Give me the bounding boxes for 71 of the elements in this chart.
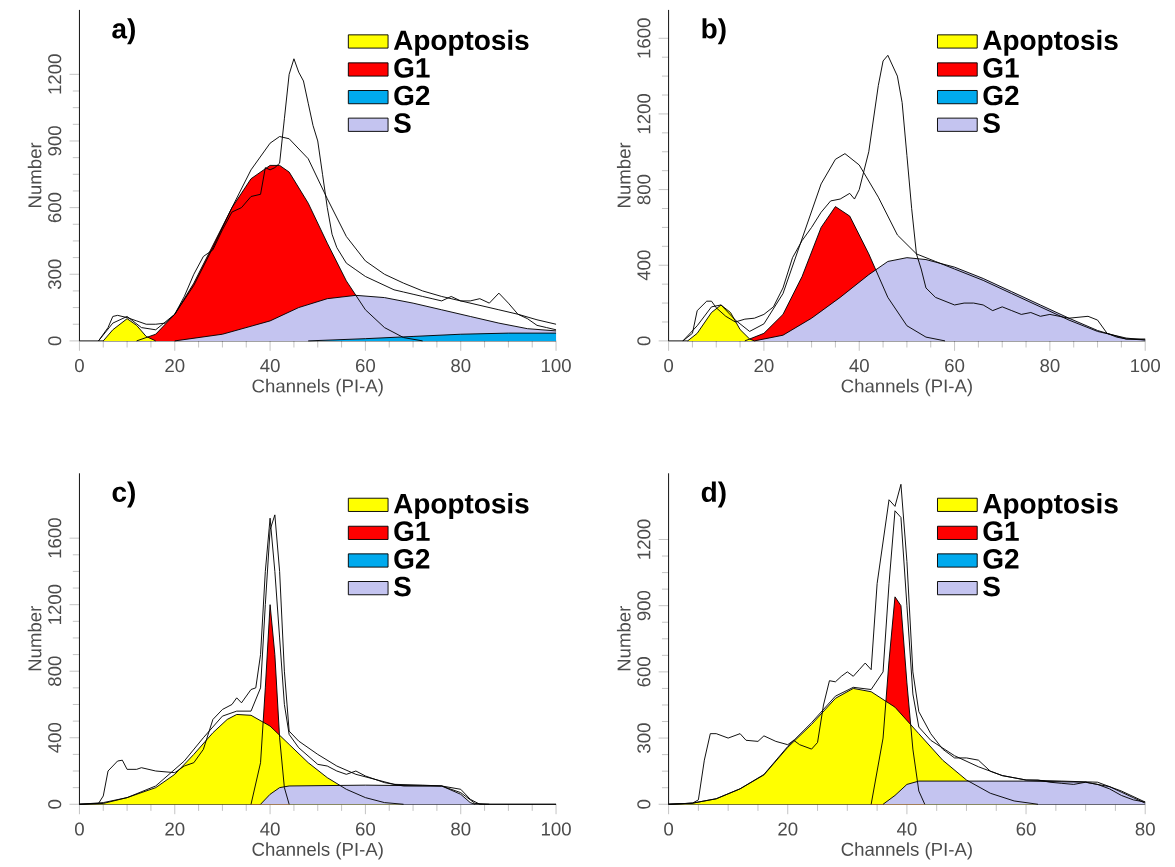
y-tick-label: 0 — [637, 799, 651, 809]
y-tick-label: 0 — [637, 336, 651, 346]
y-tick-label: 400 — [48, 722, 62, 753]
x-tick-label: 20 — [165, 822, 185, 836]
y-tick-label: 800 — [48, 656, 62, 686]
x-tick-label: 40 — [260, 358, 280, 373]
y-tick-label: 400 — [637, 250, 651, 281]
x-tick-label: 60 — [945, 358, 965, 373]
chart-title: b) — [702, 17, 726, 44]
legend-label: G2 — [394, 548, 430, 569]
legend-label: G1 — [983, 521, 1019, 541]
y-axis-title: Number — [616, 605, 631, 671]
x-tick-label: 0 — [664, 358, 674, 373]
x-tick-label: 20 — [778, 822, 798, 836]
x-tick-label: 40 — [260, 822, 280, 836]
y-tick-label: 600 — [637, 656, 651, 687]
x-tick-label: 60 — [356, 822, 376, 836]
x-axis-title: Channels (PI-A) — [841, 378, 972, 397]
legend-label: Apoptosis — [393, 29, 529, 56]
y-tick-label: 1600 — [637, 18, 651, 58]
x-tick-label: 100 — [541, 358, 571, 373]
y-tick-label: 1600 — [48, 518, 62, 558]
y-tick-label: 800 — [637, 174, 651, 205]
chart-title: d) — [701, 481, 726, 508]
y-tick-label: 0 — [48, 336, 62, 346]
x-tick-label: 80 — [1040, 358, 1060, 373]
legend-label: G2 — [983, 85, 1019, 106]
y-tick-label: 1200 — [48, 54, 62, 94]
legend-label: S — [393, 576, 411, 597]
y-tick-label: 300 — [637, 723, 651, 753]
x-axis-title: Channels (PI-A) — [252, 378, 383, 397]
x-tick-label: 60 — [1016, 822, 1036, 836]
x-tick-label: 60 — [356, 358, 376, 373]
x-tick-label: 80 — [451, 358, 471, 373]
x-tick-label: 100 — [1131, 358, 1161, 373]
x-tick-label: 20 — [165, 358, 185, 373]
x-tick-label: 40 — [849, 358, 869, 373]
legend-label: S — [393, 113, 411, 133]
x-tick-label: 0 — [664, 822, 674, 836]
y-tick-label: 0 — [48, 799, 62, 809]
legend-label: G2 — [983, 548, 1019, 569]
y-tick-label: 300 — [48, 259, 62, 289]
y-tick-label: 1200 — [637, 519, 651, 559]
x-tick-label: 100 — [541, 822, 571, 836]
y-tick-label: 600 — [48, 192, 62, 223]
chart-title: a) — [112, 17, 135, 44]
legend-label: G1 — [394, 521, 430, 541]
x-tick-label: 20 — [754, 358, 774, 373]
legend-label: Apoptosis — [393, 492, 529, 519]
y-axis-title: Number — [616, 142, 631, 207]
legend-label: G1 — [983, 57, 1019, 78]
legend-label: S — [983, 576, 1000, 597]
legend-label: G2 — [394, 85, 430, 106]
chart-title: c) — [112, 481, 135, 508]
x-tick-label: 40 — [896, 822, 917, 836]
y-axis-title: Number — [27, 142, 42, 207]
legend-label: Apoptosis — [983, 492, 1118, 519]
x-tick-label: 80 — [451, 822, 471, 836]
legend-label: G1 — [394, 57, 430, 78]
x-tick-label: 0 — [75, 822, 84, 836]
x-axis-title: Channels (PI-A) — [252, 842, 383, 860]
legend-label: Apoptosis — [983, 29, 1118, 56]
y-tick-label: 1200 — [637, 93, 651, 134]
y-axis-title: Number — [27, 605, 42, 671]
x-axis-title: Channels (PI-A) — [841, 842, 972, 860]
y-tick-label: 900 — [48, 126, 62, 156]
x-tick-label: 80 — [1135, 822, 1155, 836]
y-tick-label: 1200 — [48, 584, 62, 624]
y-tick-label: 900 — [637, 590, 651, 621]
legend-label: S — [983, 113, 1000, 133]
x-tick-label: 0 — [75, 358, 84, 373]
